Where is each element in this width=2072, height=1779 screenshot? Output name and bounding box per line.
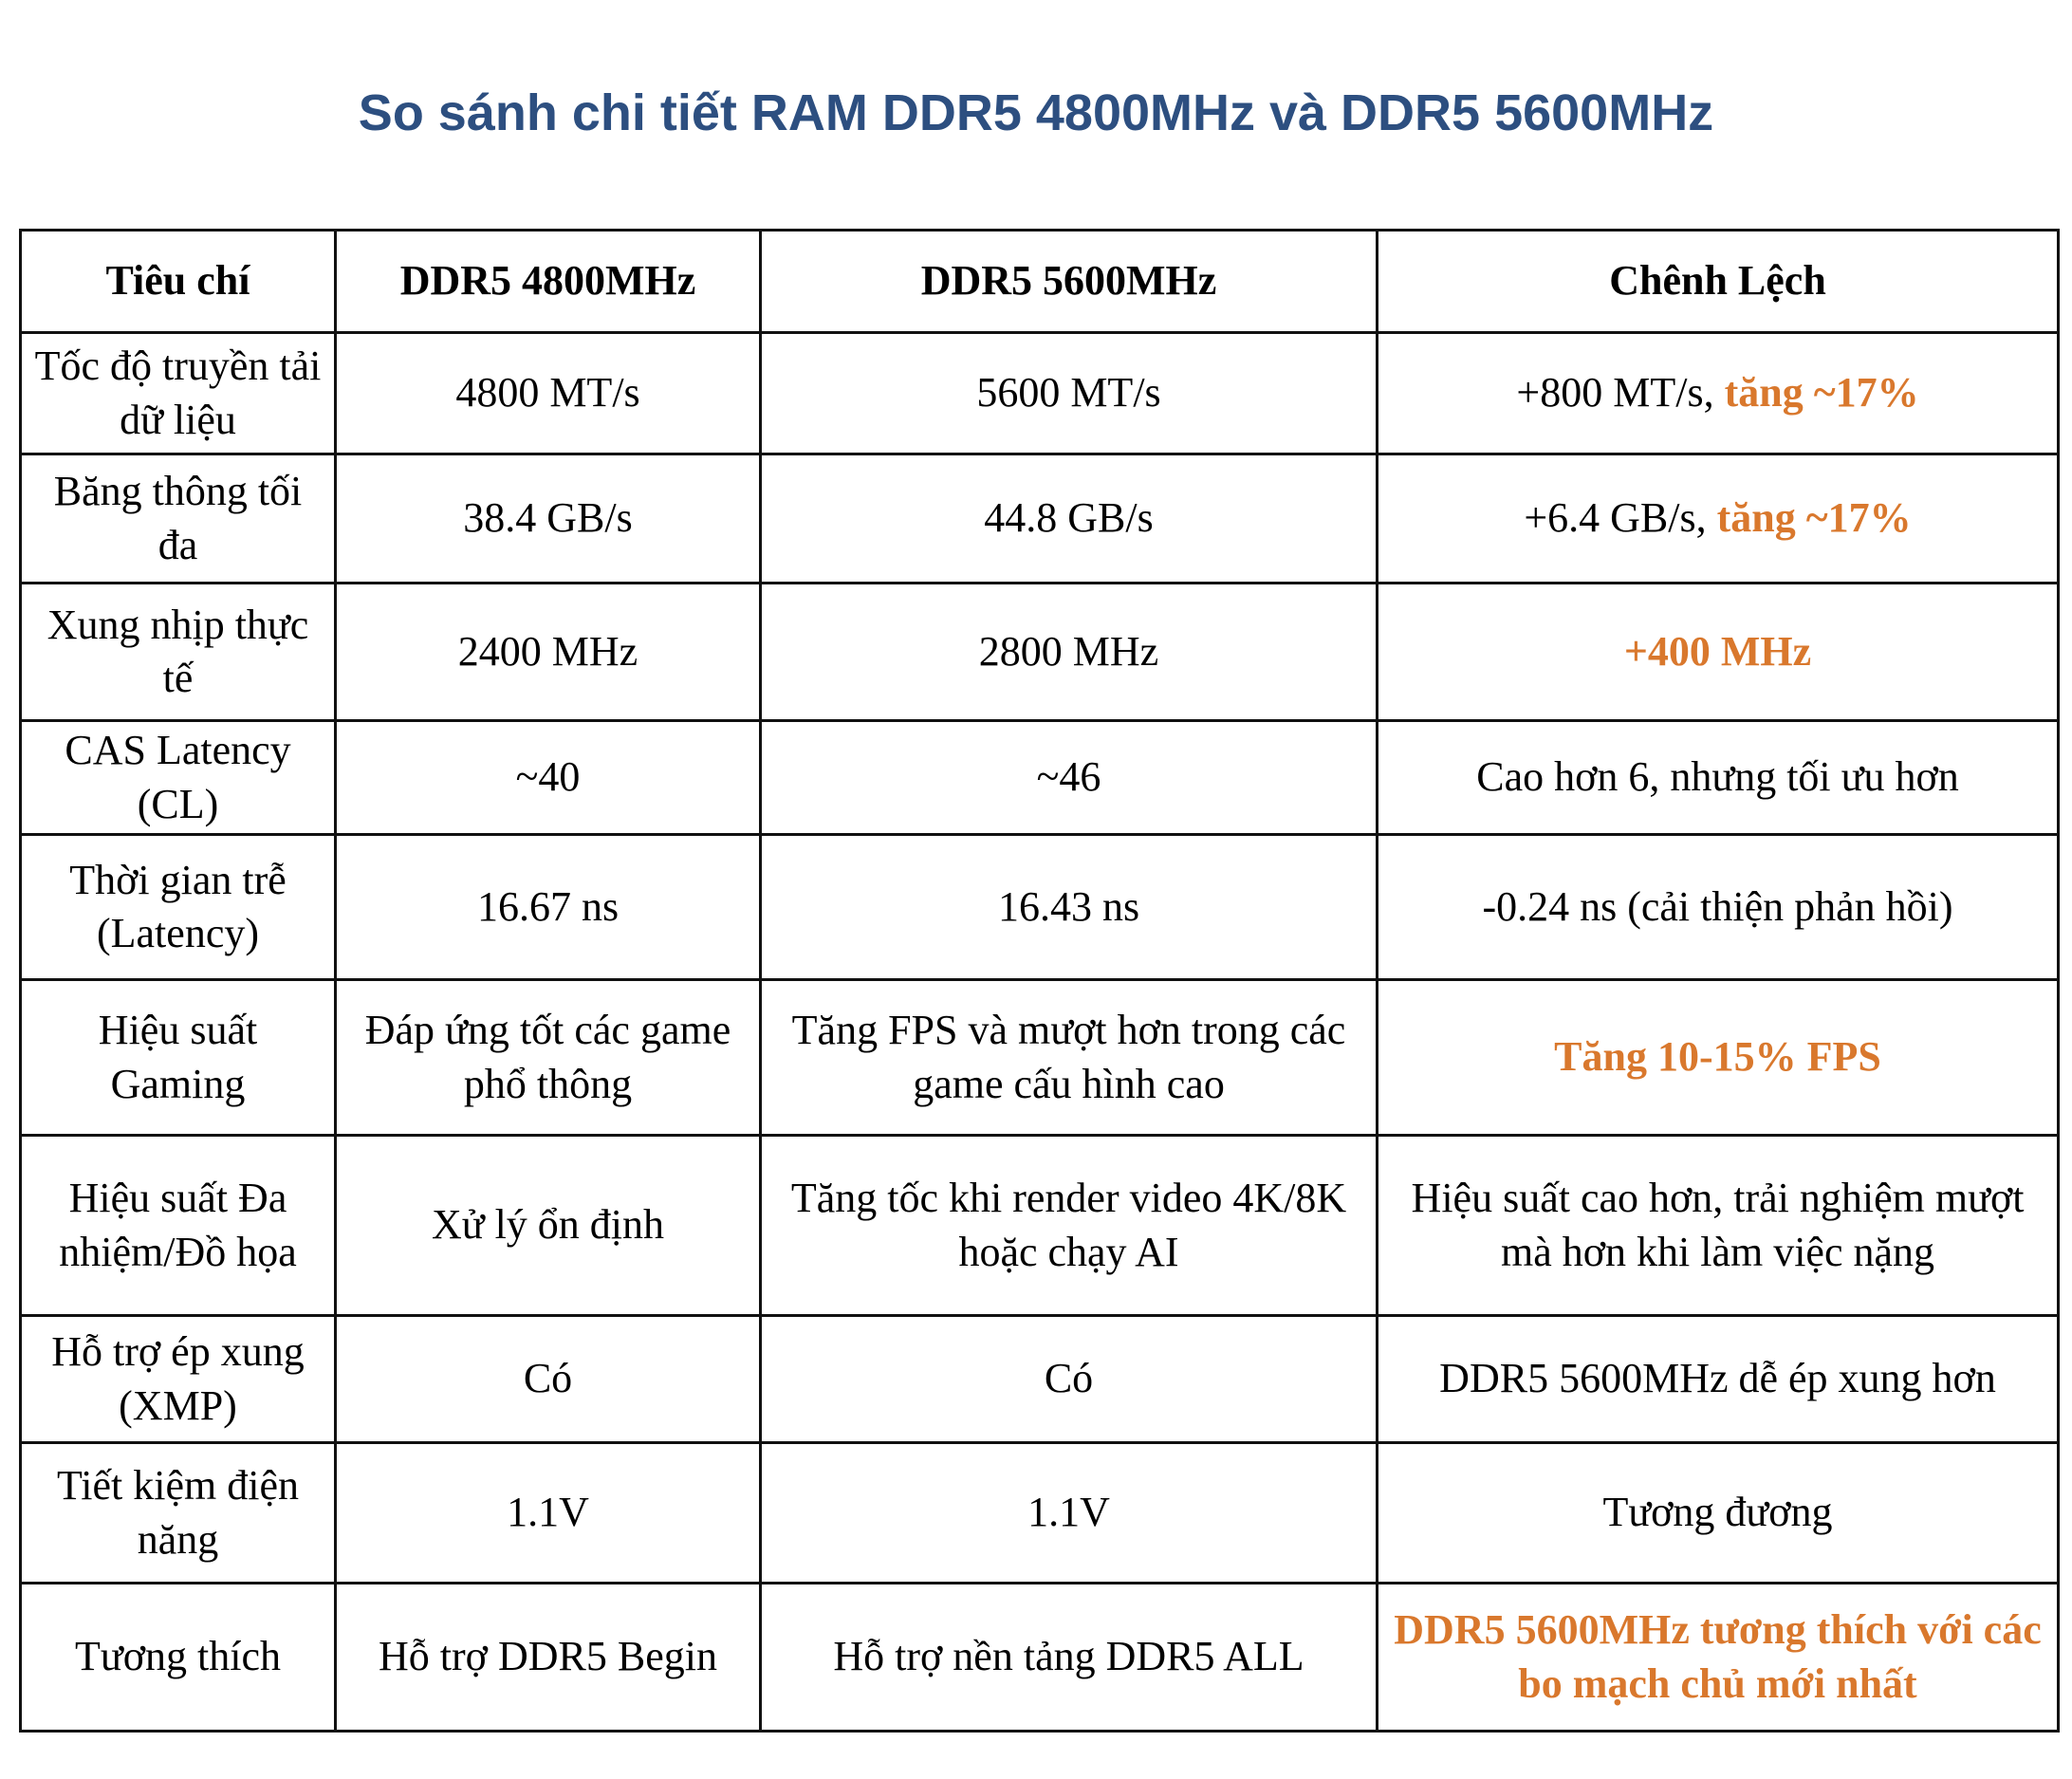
- header-cell: Tiêu chí: [19, 229, 337, 334]
- table-cell: 5600 MT/s: [759, 331, 1378, 455]
- table-row: Tốc độ truyền tải dữ liệu 4800 MT/s 5600 M…: [19, 331, 2060, 455]
- table-cell: Đáp ứng tốt các game phổ thông: [334, 978, 762, 1137]
- cell-text: +6.4 GB/s,: [1524, 494, 1717, 542]
- table-cell: Tăng tốc khi render video 4K/8K hoặc chạ…: [759, 1134, 1378, 1317]
- table-cell: Có: [759, 1314, 1378, 1444]
- table-cell: +800 MT/s, tăng ~17%: [1376, 331, 2060, 455]
- table-cell: +400 MHz: [1376, 582, 2060, 722]
- table-row: Hiệu suất Gaming Đáp ứng tốt các game phổ…: [19, 978, 2060, 1137]
- table-cell: 44.8 GB/s: [759, 453, 1378, 584]
- table-cell: Hỗ trợ DDR5 Begin: [334, 1582, 762, 1733]
- table-row: Xung nhịp thực tế 2400 MHz 2800 MHz +400 MH…: [19, 582, 2060, 722]
- highlight-text: tăng ~17%: [1724, 369, 1919, 417]
- table-cell: Tăng FPS và mượt hơn trong các game cấu …: [759, 978, 1378, 1137]
- table-row: Hiệu suất Đa nhiệm/Đồ họa Xử lý ổn định Tă…: [19, 1134, 2060, 1317]
- table-cell: Xử lý ổn định: [334, 1134, 762, 1317]
- table-body: Tốc độ truyền tải dữ liệu 4800 MT/s 5600 M…: [19, 331, 2060, 1733]
- table-cell: Thời gian trễ (Latency): [19, 833, 337, 981]
- table-cell: -0.24 ns (cải thiện phản hồi): [1376, 833, 2060, 981]
- header-cell: DDR5 5600MHz: [759, 229, 1378, 334]
- table-cell: Xung nhịp thực tế: [19, 582, 337, 722]
- table-cell: Tương đương: [1376, 1441, 2060, 1584]
- table-cell: Hỗ trợ ép xung (XMP): [19, 1314, 337, 1444]
- comparison-table: Tiêu chí DDR5 4800MHz DDR5 5600MHz Chênh Lệ…: [19, 229, 2060, 1733]
- header-row: Tiêu chí DDR5 4800MHz DDR5 5600MHz Chênh Lệ…: [19, 229, 2060, 334]
- highlight-text: DDR5 5600MHz tương thích với các bo mạch…: [1394, 1606, 2042, 1707]
- highlight-text: +400 MHz: [1623, 627, 1812, 675]
- table-cell: Tăng 10-15% FPS: [1376, 978, 2060, 1137]
- title: So sánh chi tiết RAM DDR5 4800MHz và DDR…: [358, 84, 1714, 141]
- table-cell: 38.4 GB/s: [334, 453, 762, 584]
- table-cell: ~46: [759, 719, 1378, 836]
- header-cell: DDR5 4800MHz: [334, 229, 762, 334]
- table-cell: 2400 MHz: [334, 582, 762, 722]
- table-cell: Hiệu suất Đa nhiệm/Đồ họa: [19, 1134, 337, 1317]
- table-cell: Có: [334, 1314, 762, 1444]
- table-cell: 16.43 ns: [759, 833, 1378, 981]
- table-row: Tương thích Hỗ trợ DDR5 Begin Hỗ trợ nền t…: [19, 1582, 2060, 1733]
- table-cell: CAS Latency (CL): [19, 719, 337, 836]
- table-cell: 1.1V: [759, 1441, 1378, 1584]
- cell-text: +800 MT/s,: [1516, 369, 1725, 417]
- table-cell: 16.67 ns: [334, 833, 762, 981]
- table-cell: Hỗ trợ nền tảng DDR5 ALL: [759, 1582, 1378, 1733]
- table-cell: Băng thông tối đa: [19, 453, 337, 584]
- table-row: Thời gian trễ (Latency) 16.67 ns 16.43 ns -…: [19, 833, 2060, 981]
- table-cell: 4800 MT/s: [334, 331, 762, 455]
- table-cell: +6.4 GB/s, tăng ~17%: [1376, 453, 2060, 584]
- table-cell: Tốc độ truyền tải dữ liệu: [19, 331, 337, 455]
- table-cell: DDR5 5600MHz dễ ép xung hơn: [1376, 1314, 2060, 1444]
- table-cell: ~40: [334, 719, 762, 836]
- table-cell: Hiệu suất Gaming: [19, 978, 337, 1137]
- table-cell: Tiết kiệm điện năng: [19, 1441, 337, 1584]
- table-cell: Cao hơn 6, nhưng tối ưu hơn: [1376, 719, 2060, 836]
- table-cell: 1.1V: [334, 1441, 762, 1584]
- header-cell: Chênh Lệch: [1376, 229, 2060, 334]
- highlight-text: Tăng 10-15% FPS: [1554, 1033, 1881, 1081]
- table-cell: Tương thích: [19, 1582, 337, 1733]
- table-row: Tiết kiệm điện năng 1.1V 1.1V Tương đương: [19, 1441, 2060, 1584]
- table-row: Hỗ trợ ép xung (XMP) Có Có DDR5 5600MHz dễ …: [19, 1314, 2060, 1444]
- table-row: CAS Latency (CL) ~40 ~46 Cao hơn 6, nhưng t…: [19, 719, 2060, 836]
- table-cell: DDR5 5600MHz tương thích với các bo mạch…: [1376, 1582, 2060, 1733]
- table-row: Băng thông tối đa 38.4 GB/s 44.8 GB/s +6.4 …: [19, 453, 2060, 584]
- table-cell: 2800 MHz: [759, 582, 1378, 722]
- table-cell: Hiệu suất cao hơn, trải nghiệm mượt mà h…: [1376, 1134, 2060, 1317]
- highlight-text: tăng ~17%: [1716, 494, 1912, 542]
